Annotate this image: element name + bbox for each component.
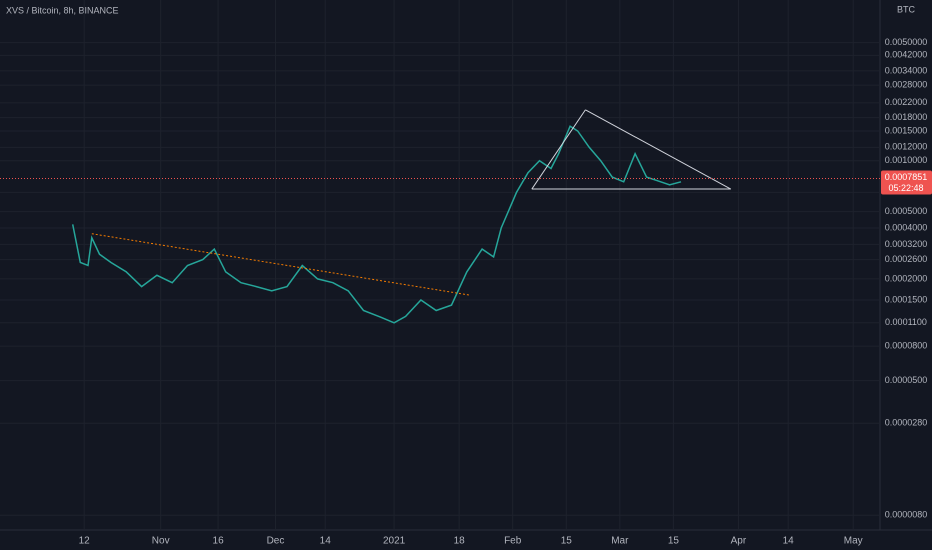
x-tick-label: Mar xyxy=(611,536,629,547)
y-tick-label: 0.0012000 xyxy=(885,142,928,152)
y-tick-label: 0.0028000 xyxy=(885,80,928,90)
y-tick-label: 0.0000800 xyxy=(885,341,928,351)
countdown-label: 05:22:48 xyxy=(888,183,923,193)
y-tick-label: 0.0002600 xyxy=(885,254,928,264)
x-tick-label: Feb xyxy=(504,536,522,547)
chart-title: XVS / Bitcoin, 8h, BINANCE xyxy=(6,5,119,15)
x-tick-label: 14 xyxy=(320,536,332,547)
y-tick-label: 0.0042000 xyxy=(885,50,928,60)
axis-unit: BTC xyxy=(897,4,916,14)
y-tick-label: 0.0004000 xyxy=(885,222,928,232)
y-tick-label: 0.0050000 xyxy=(885,37,928,47)
x-tick-label: 15 xyxy=(668,536,680,547)
y-tick-label: 0.0010000 xyxy=(885,155,928,165)
x-tick-label: 16 xyxy=(213,536,225,547)
y-tick-label: 0.0015000 xyxy=(885,125,928,135)
price-line xyxy=(71,125,682,324)
price-tag xyxy=(881,170,932,195)
x-tick-label: May xyxy=(844,536,863,547)
x-tick-label: 12 xyxy=(79,536,91,547)
y-tick-label: 0.0022000 xyxy=(885,97,928,107)
y-tick-label: 0.0005000 xyxy=(885,206,928,216)
y-tick-label: 0.0000080 xyxy=(885,510,928,520)
x-tick-label: 2021 xyxy=(383,536,406,547)
last-price-label: 0.0007851 xyxy=(885,172,928,182)
x-tick-label: 18 xyxy=(454,536,466,547)
y-tick-label: 0.0003200 xyxy=(885,239,928,249)
x-tick-label: Nov xyxy=(152,536,170,547)
y-tick-label: 0.0034000 xyxy=(885,65,928,75)
y-tick-label: 0.0000500 xyxy=(885,375,928,385)
trend-line xyxy=(585,109,732,190)
y-tick-label: 0.0018000 xyxy=(885,112,928,122)
x-tick-label: 14 xyxy=(783,536,795,547)
y-tick-label: 0.0002000 xyxy=(885,273,928,283)
trend-line xyxy=(531,109,586,190)
x-tick-label: 15 xyxy=(561,536,573,547)
x-tick-label: Dec xyxy=(267,536,285,547)
x-tick-label: Apr xyxy=(731,536,747,547)
y-tick-label: 0.0001100 xyxy=(885,317,927,327)
y-tick-label: 0.0000280 xyxy=(885,418,928,428)
y-tick-label: 0.0001500 xyxy=(885,294,928,304)
